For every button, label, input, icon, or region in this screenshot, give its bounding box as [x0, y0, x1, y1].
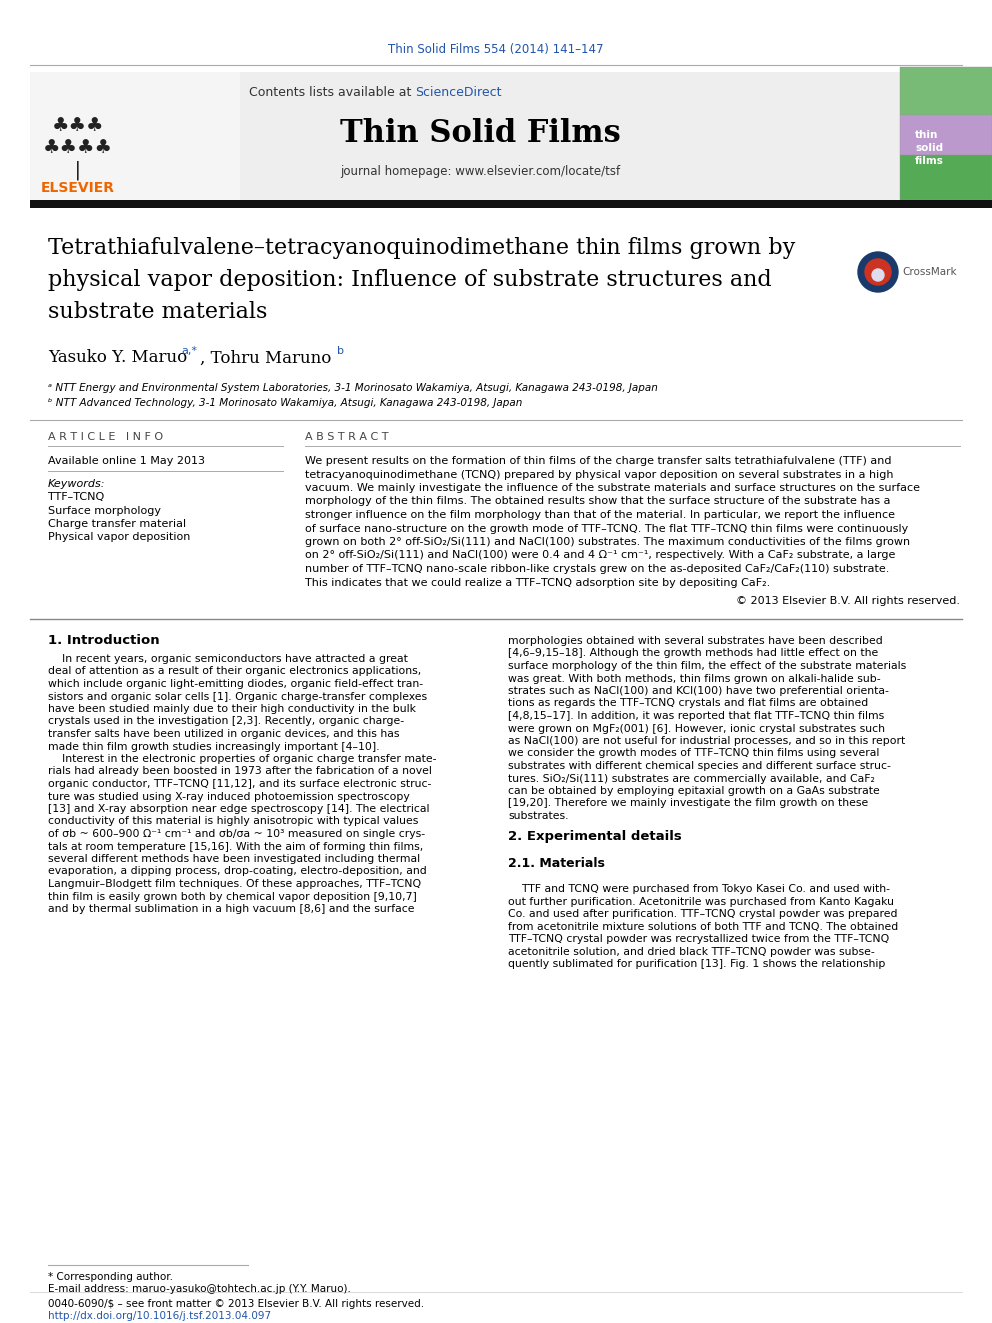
- Text: tetracyanoquinodimethane (TCNQ) prepared by physical vapor deposition on several: tetracyanoquinodimethane (TCNQ) prepared…: [305, 470, 894, 479]
- Text: [19,20]. Therefore we mainly investigate the film growth on these: [19,20]. Therefore we mainly investigate…: [508, 799, 868, 808]
- Text: sistors and organic solar cells [1]. Organic charge-transfer complexes: sistors and organic solar cells [1]. Org…: [48, 692, 428, 701]
- Text: transfer salts have been utilized in organic devices, and this has: transfer salts have been utilized in org…: [48, 729, 400, 740]
- Text: 1. Introduction: 1. Introduction: [48, 635, 160, 647]
- Text: ELSEVIER: ELSEVIER: [41, 181, 115, 194]
- Text: substrates with different chemical species and different surface struc-: substrates with different chemical speci…: [508, 761, 891, 771]
- Text: number of TTF–TCNQ nano-scale ribbon-like crystals grew on the as-deposited CaF₂: number of TTF–TCNQ nano-scale ribbon-lik…: [305, 564, 890, 574]
- FancyBboxPatch shape: [900, 115, 992, 155]
- Text: substrate materials: substrate materials: [48, 302, 268, 323]
- Text: can be obtained by employing epitaxial growth on a GaAs substrate: can be obtained by employing epitaxial g…: [508, 786, 880, 796]
- Circle shape: [858, 251, 898, 292]
- Text: TTF–TCNQ crystal powder was recrystallized twice from the TTF–TCNQ: TTF–TCNQ crystal powder was recrystalliz…: [508, 934, 889, 945]
- Text: TTF–TCNQ: TTF–TCNQ: [48, 492, 104, 501]
- Text: have been studied mainly due to their high conductivity in the bulk: have been studied mainly due to their hi…: [48, 704, 416, 714]
- Text: In recent years, organic semiconductors have attracted a great: In recent years, organic semiconductors …: [48, 654, 408, 664]
- Text: Interest in the electronic properties of organic charge transfer mate-: Interest in the electronic properties of…: [48, 754, 436, 763]
- Text: tures. SiO₂/Si(111) substrates are commercially available, and CaF₂: tures. SiO₂/Si(111) substrates are comme…: [508, 774, 875, 783]
- Text: We present results on the formation of thin films of the charge transfer salts t: We present results on the formation of t…: [305, 456, 892, 466]
- FancyBboxPatch shape: [900, 155, 992, 200]
- Text: made thin film growth studies increasingly important [4–10].: made thin film growth studies increasing…: [48, 741, 380, 751]
- Text: from acetonitrile mixture solutions of both TTF and TCNQ. The obtained: from acetonitrile mixture solutions of b…: [508, 922, 898, 931]
- Text: http://dx.doi.org/10.1016/j.tsf.2013.04.097: http://dx.doi.org/10.1016/j.tsf.2013.04.…: [48, 1311, 271, 1320]
- Circle shape: [872, 269, 884, 280]
- Text: stronger influence on the film morphology than that of the material. In particul: stronger influence on the film morpholog…: [305, 509, 895, 520]
- Text: tions as regards the TTF–TCNQ crystals and flat films are obtained: tions as regards the TTF–TCNQ crystals a…: [508, 699, 868, 709]
- Text: Tetrathiafulvalene–tetracyanoquinodimethane thin films grown by: Tetrathiafulvalene–tetracyanoquinodimeth…: [48, 237, 796, 259]
- Text: * Corresponding author.: * Corresponding author.: [48, 1271, 173, 1282]
- Text: conductivity of this material is highly anisotropic with typical values: conductivity of this material is highly …: [48, 816, 419, 827]
- Text: Thin Solid Films 554 (2014) 141–147: Thin Solid Films 554 (2014) 141–147: [388, 44, 604, 57]
- Text: Co. and used after purification. TTF–TCNQ crystal powder was prepared: Co. and used after purification. TTF–TCN…: [508, 909, 898, 919]
- Text: on 2° off-SiO₂/Si(111) and NaCl(100) were 0.4 and 4 Ω⁻¹ cm⁻¹, respectively. With: on 2° off-SiO₂/Si(111) and NaCl(100) wer…: [305, 550, 896, 561]
- Text: 2. Experimental details: 2. Experimental details: [508, 830, 682, 843]
- Text: ᵇ NTT Advanced Technology, 3-1 Morinosato Wakamiya, Atsugi, Kanagawa 243-0198, J: ᵇ NTT Advanced Technology, 3-1 Morinosat…: [48, 398, 523, 407]
- Text: A R T I C L E   I N F O: A R T I C L E I N F O: [48, 433, 163, 442]
- Text: Physical vapor deposition: Physical vapor deposition: [48, 532, 190, 542]
- Text: thin film is easily grown both by chemical vapor deposition [9,10,7]: thin film is easily grown both by chemic…: [48, 892, 417, 901]
- Text: Surface morphology: Surface morphology: [48, 505, 161, 516]
- Text: ♣♣♣
♣♣♣♣
  |: ♣♣♣ ♣♣♣♣ |: [43, 116, 113, 180]
- Text: , Tohru Maruno: , Tohru Maruno: [200, 349, 336, 366]
- Text: as NaCl(100) are not useful for industrial processes, and so in this report: as NaCl(100) are not useful for industri…: [508, 736, 906, 746]
- Text: 0040-6090/$ – see front matter © 2013 Elsevier B.V. All rights reserved.: 0040-6090/$ – see front matter © 2013 El…: [48, 1299, 425, 1308]
- Text: rials had already been boosted in 1973 after the fabrication of a novel: rials had already been boosted in 1973 a…: [48, 766, 432, 777]
- FancyBboxPatch shape: [30, 200, 992, 208]
- Text: which include organic light-emitting diodes, organic field-effect tran-: which include organic light-emitting dio…: [48, 679, 424, 689]
- Text: Yasuko Y. Maruo: Yasuko Y. Maruo: [48, 349, 192, 366]
- Text: Available online 1 May 2013: Available online 1 May 2013: [48, 456, 205, 466]
- Text: and by thermal sublimation in a high vacuum [8,6] and the surface: and by thermal sublimation in a high vac…: [48, 904, 415, 914]
- Text: A B S T R A C T: A B S T R A C T: [305, 433, 389, 442]
- FancyBboxPatch shape: [65, 71, 900, 200]
- Text: strates such as NaCl(100) and KCl(100) have two preferential orienta-: strates such as NaCl(100) and KCl(100) h…: [508, 687, 889, 696]
- Text: surface morphology of the thin film, the effect of the substrate materials: surface morphology of the thin film, the…: [508, 662, 907, 671]
- Text: grown on both 2° off-SiO₂/Si(111) and NaCl(100) substrates. The maximum conducti: grown on both 2° off-SiO₂/Si(111) and Na…: [305, 537, 910, 546]
- Text: © 2013 Elsevier B.V. All rights reserved.: © 2013 Elsevier B.V. All rights reserved…: [736, 595, 960, 606]
- Text: E-mail address: maruo-yasuko@tohtech.ac.jp (Y.Y. Maruo).: E-mail address: maruo-yasuko@tohtech.ac.…: [48, 1285, 351, 1294]
- Text: Thin Solid Films: Thin Solid Films: [339, 118, 620, 148]
- Text: Charge transfer material: Charge transfer material: [48, 519, 186, 529]
- Text: of σb ~ 600–900 Ω⁻¹ cm⁻¹ and σb/σa ~ 10³ measured on single crys-: of σb ~ 600–900 Ω⁻¹ cm⁻¹ and σb/σa ~ 10³…: [48, 830, 426, 839]
- Text: ture was studied using X-ray induced photoemission spectroscopy: ture was studied using X-ray induced pho…: [48, 791, 410, 802]
- Text: morphologies obtained with several substrates have been described: morphologies obtained with several subst…: [508, 636, 883, 646]
- Text: tals at room temperature [15,16]. With the aim of forming thin films,: tals at room temperature [15,16]. With t…: [48, 841, 424, 852]
- Text: a,*: a,*: [181, 347, 197, 356]
- Text: quently sublimated for purification [13]. Fig. 1 shows the relationship: quently sublimated for purification [13]…: [508, 959, 886, 970]
- Text: [4,6–9,15–18]. Although the growth methods had little effect on the: [4,6–9,15–18]. Although the growth metho…: [508, 648, 878, 659]
- Text: was great. With both methods, thin films grown on alkali-halide sub-: was great. With both methods, thin films…: [508, 673, 881, 684]
- Text: ᵃ NTT Energy and Environmental System Laboratories, 3-1 Morinosato Wakamiya, Ats: ᵃ NTT Energy and Environmental System La…: [48, 382, 658, 393]
- FancyBboxPatch shape: [900, 67, 992, 115]
- Text: [4,8,15–17]. In addition, it was reported that flat TTF–TCNQ thin films: [4,8,15–17]. In addition, it was reporte…: [508, 710, 884, 721]
- Text: Keywords:: Keywords:: [48, 479, 105, 490]
- Text: b: b: [337, 347, 344, 356]
- Text: TTF and TCNQ were purchased from Tokyo Kasei Co. and used with-: TTF and TCNQ were purchased from Tokyo K…: [508, 884, 890, 894]
- Text: Contents lists available at: Contents lists available at: [249, 86, 415, 98]
- Text: we consider the growth modes of TTF–TCNQ thin films using several: we consider the growth modes of TTF–TCNQ…: [508, 749, 879, 758]
- Text: This indicates that we could realize a TTF–TCNQ adsorption site by depositing Ca: This indicates that we could realize a T…: [305, 578, 770, 587]
- Text: were grown on MgF₂(001) [6]. However, ionic crystal substrates such: were grown on MgF₂(001) [6]. However, io…: [508, 724, 885, 733]
- Text: deal of attention as a result of their organic electronics applications,: deal of attention as a result of their o…: [48, 667, 422, 676]
- Text: crystals used in the investigation [2,3]. Recently, organic charge-: crystals used in the investigation [2,3]…: [48, 717, 404, 726]
- Text: physical vapor deposition: Influence of substrate structures and: physical vapor deposition: Influence of …: [48, 269, 772, 291]
- Text: of surface nano-structure on the growth mode of TTF–TCNQ. The flat TTF–TCNQ thin: of surface nano-structure on the growth …: [305, 524, 909, 533]
- FancyBboxPatch shape: [30, 71, 240, 200]
- Text: out further purification. Acetonitrile was purchased from Kanto Kagaku: out further purification. Acetonitrile w…: [508, 897, 894, 906]
- Text: ScienceDirect: ScienceDirect: [415, 86, 502, 98]
- Text: [13] and X-ray absorption near edge spectroscopy [14]. The electrical: [13] and X-ray absorption near edge spec…: [48, 804, 430, 814]
- Text: several different methods have been investigated including thermal: several different methods have been inve…: [48, 855, 421, 864]
- Text: vacuum. We mainly investigate the influence of the substrate materials and surfa: vacuum. We mainly investigate the influe…: [305, 483, 920, 493]
- Text: Langmuir–Blodgett film techniques. Of these approaches, TTF–TCNQ: Langmuir–Blodgett film techniques. Of th…: [48, 878, 422, 889]
- Text: CrossMark: CrossMark: [902, 267, 956, 277]
- Text: organic conductor, TTF–TCNQ [11,12], and its surface electronic struc-: organic conductor, TTF–TCNQ [11,12], and…: [48, 779, 432, 789]
- Text: journal homepage: www.elsevier.com/locate/tsf: journal homepage: www.elsevier.com/locat…: [340, 165, 620, 179]
- Circle shape: [865, 259, 891, 284]
- Text: evaporation, a dipping process, drop-coating, electro-deposition, and: evaporation, a dipping process, drop-coa…: [48, 867, 427, 877]
- Text: 2.1. Materials: 2.1. Materials: [508, 857, 605, 871]
- Text: substrates.: substrates.: [508, 811, 568, 822]
- Text: acetonitrile solution, and dried black TTF–TCNQ powder was subse-: acetonitrile solution, and dried black T…: [508, 947, 875, 957]
- Text: morphology of the thin films. The obtained results show that the surface structu: morphology of the thin films. The obtain…: [305, 496, 891, 507]
- Text: thin
solid
films: thin solid films: [915, 130, 943, 167]
